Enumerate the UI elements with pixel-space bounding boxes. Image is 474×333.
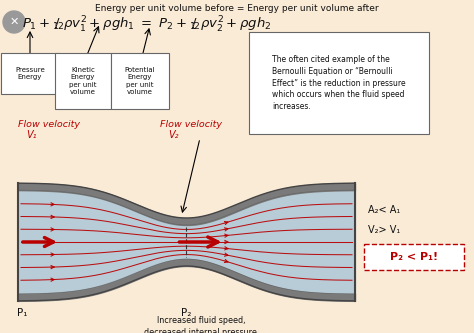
Text: Potential
Energy
per unit
volume: Potential Energy per unit volume: [125, 67, 155, 96]
Text: P₂: P₂: [182, 308, 191, 318]
Circle shape: [3, 11, 25, 33]
Text: The often cited example of the
Bernoulli Equation or “Bernoulli
Effect” is the r: The often cited example of the Bernoulli…: [272, 55, 406, 111]
Text: Energy per unit volume before = Energy per unit volume after: Energy per unit volume before = Energy p…: [95, 4, 379, 13]
Text: Pressure
Energy: Pressure Energy: [15, 67, 45, 81]
Text: Increased fluid speed,
decreased internal pressure.: Increased fluid speed, decreased interna…: [144, 316, 259, 333]
Text: P₁: P₁: [17, 308, 27, 318]
Text: V₁: V₁: [26, 130, 36, 140]
Text: V₂: V₂: [168, 130, 179, 140]
FancyBboxPatch shape: [364, 244, 464, 270]
Text: V₂> V₁: V₂> V₁: [368, 225, 400, 235]
Text: Flow velocity: Flow velocity: [160, 120, 222, 129]
Text: Kinetic
Energy
per unit
volume: Kinetic Energy per unit volume: [69, 67, 97, 96]
Text: Flow velocity: Flow velocity: [18, 120, 80, 129]
Text: P₂ < P₁!: P₂ < P₁!: [390, 252, 438, 262]
Text: A₂< A₁: A₂< A₁: [368, 205, 400, 215]
Text: ✕: ✕: [9, 17, 18, 27]
Text: $P_1 + {_1\!\!/\!_2}\rho v_1^2 + \rho g h_1$$\ =\ P_2 + {_1\!\!/\!_2}\rho v_2^2 : $P_1 + {_1\!\!/\!_2}\rho v_1^2 + \rho g …: [22, 15, 272, 35]
